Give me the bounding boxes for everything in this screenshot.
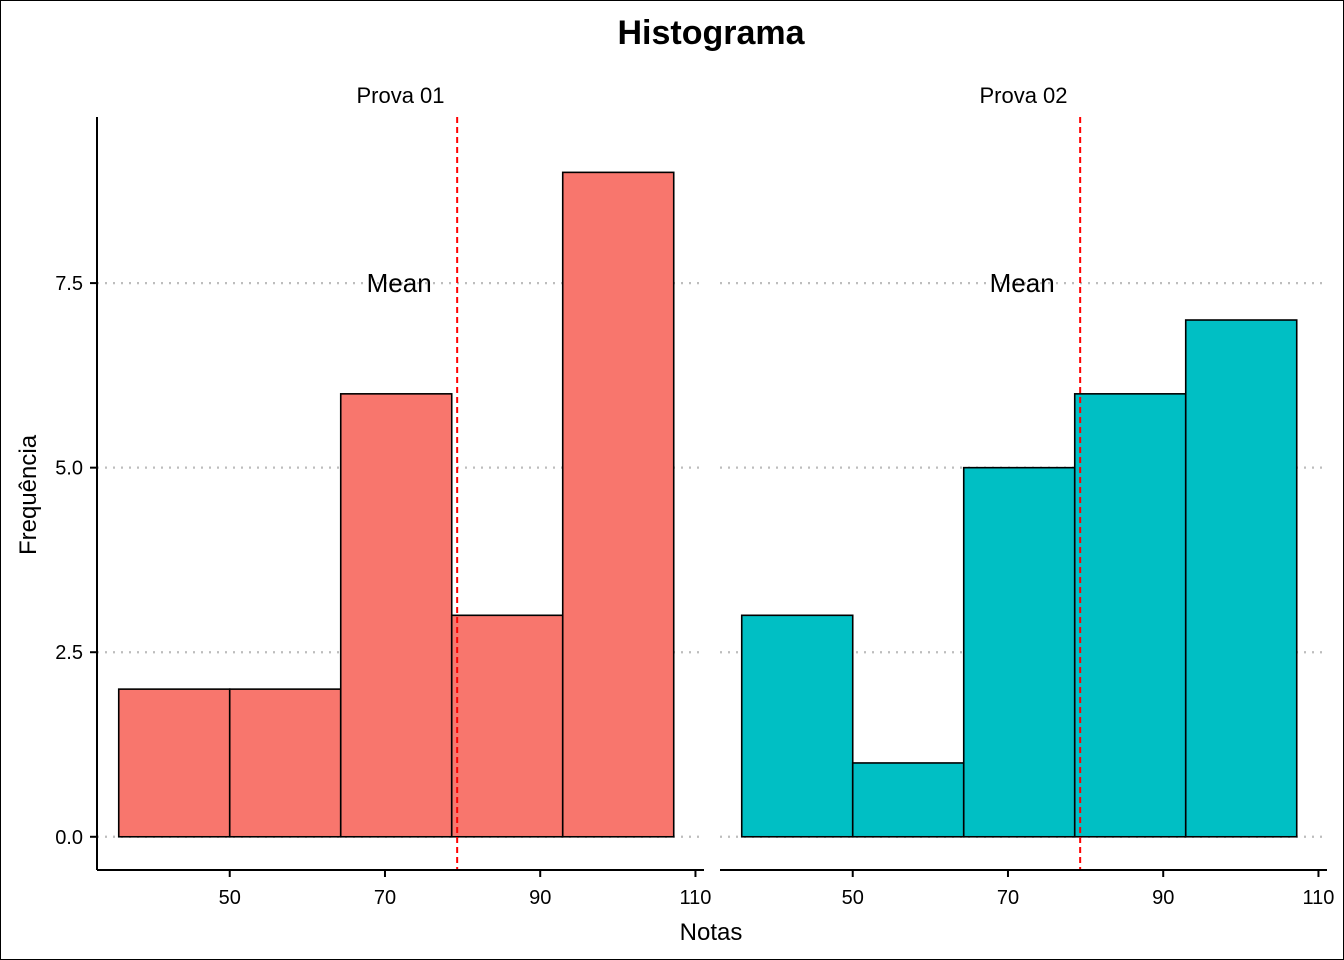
histogram-bar (117, 688, 231, 838)
x-tick-label: 110 (1303, 887, 1335, 909)
x-tick-label: 70 (374, 887, 396, 909)
facet-label: Prova 01 (356, 83, 444, 108)
x-tick-label: 50 (842, 887, 864, 909)
y-axis-label: Frequência (15, 434, 42, 555)
histogram-bar (339, 393, 453, 838)
histogram-bar (228, 688, 342, 838)
histogram-bar (740, 614, 854, 838)
x-tick-label: 70 (997, 887, 1019, 909)
mean-label: Mean (367, 268, 432, 298)
histogram-bar (450, 614, 564, 838)
histogram-bar (962, 466, 1076, 838)
x-tick-label: 90 (1152, 887, 1174, 909)
facet-panel: Mean Prova 02 50 70 90 110 (720, 83, 1334, 909)
histogram-bar (851, 762, 965, 838)
y-tick-label: 5.0 (55, 458, 83, 480)
mean-label: Mean (990, 268, 1055, 298)
chart-title: Histograma (617, 14, 805, 52)
y-tick-label: 2.5 (55, 642, 83, 664)
y-tick-label: 0.0 (55, 827, 83, 849)
histogram-bar (1184, 319, 1298, 838)
x-axis-label: Notas (680, 919, 743, 946)
histogram-bar (561, 171, 675, 838)
x-tick-label: 110 (680, 887, 712, 909)
histogram-bar (1073, 393, 1187, 838)
y-tick-label: 7.5 (55, 273, 83, 295)
x-tick-label: 50 (219, 887, 241, 909)
facet-panel: Mean Prova 01 50 70 90 110 0.0 2.5 5.0 7.5 (55, 83, 711, 909)
x-tick-label: 90 (529, 887, 551, 909)
facet-label: Prova 02 (979, 83, 1067, 108)
